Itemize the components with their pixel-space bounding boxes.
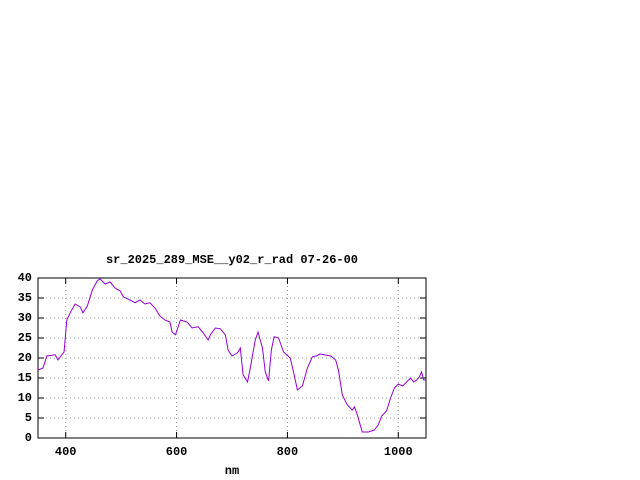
y-tick-label: 25 <box>18 331 32 345</box>
y-tick-label: 35 <box>18 291 32 305</box>
y-tick-label: 10 <box>18 391 32 405</box>
y-tick-label: 40 <box>18 271 32 285</box>
y-tick-label: 5 <box>25 411 32 425</box>
x-tick-label: 400 <box>55 445 77 459</box>
data-line <box>37 278 426 433</box>
plot-border <box>37 277 427 439</box>
y-tick-label: 0 <box>25 431 32 445</box>
x-axis-label: nm <box>225 464 239 478</box>
y-tick-label: 15 <box>18 371 32 385</box>
x-tick-label: 1000 <box>384 445 413 459</box>
x-tick-label: 800 <box>277 445 299 459</box>
y-tick-label: 30 <box>18 311 32 325</box>
chart-title: sr_2025_289_MSE__y02_r_rad 07-26-00 <box>106 253 358 267</box>
y-tick-label: 20 <box>18 351 32 365</box>
x-tick-label: 600 <box>166 445 188 459</box>
